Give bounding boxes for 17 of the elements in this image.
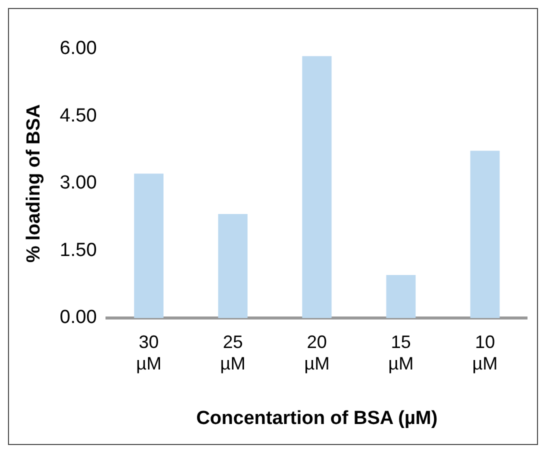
bar [302,56,332,318]
y-tick-label: 0.00 [60,307,97,328]
x-tick-label: 10 µM [472,332,498,374]
x-tick-label: 20 µM [304,332,330,374]
x-tick-label: 15 µM [388,332,414,374]
bar [386,274,416,318]
bar [134,174,164,318]
y-tick-label: 3.00 [60,172,97,194]
y-tick-label: 4.50 [60,105,97,126]
bar [218,214,248,318]
x-tick-label: 30 µM [136,332,162,374]
y-axis-title: % loading of BSA [24,104,45,263]
y-tick-label: 6.00 [60,38,97,60]
bar [470,150,500,318]
x-tick-label: 25 µM [220,332,246,374]
x-axis-title: Concentartion of BSA (µM) [196,408,438,429]
y-tick-label: 1.50 [60,240,97,261]
